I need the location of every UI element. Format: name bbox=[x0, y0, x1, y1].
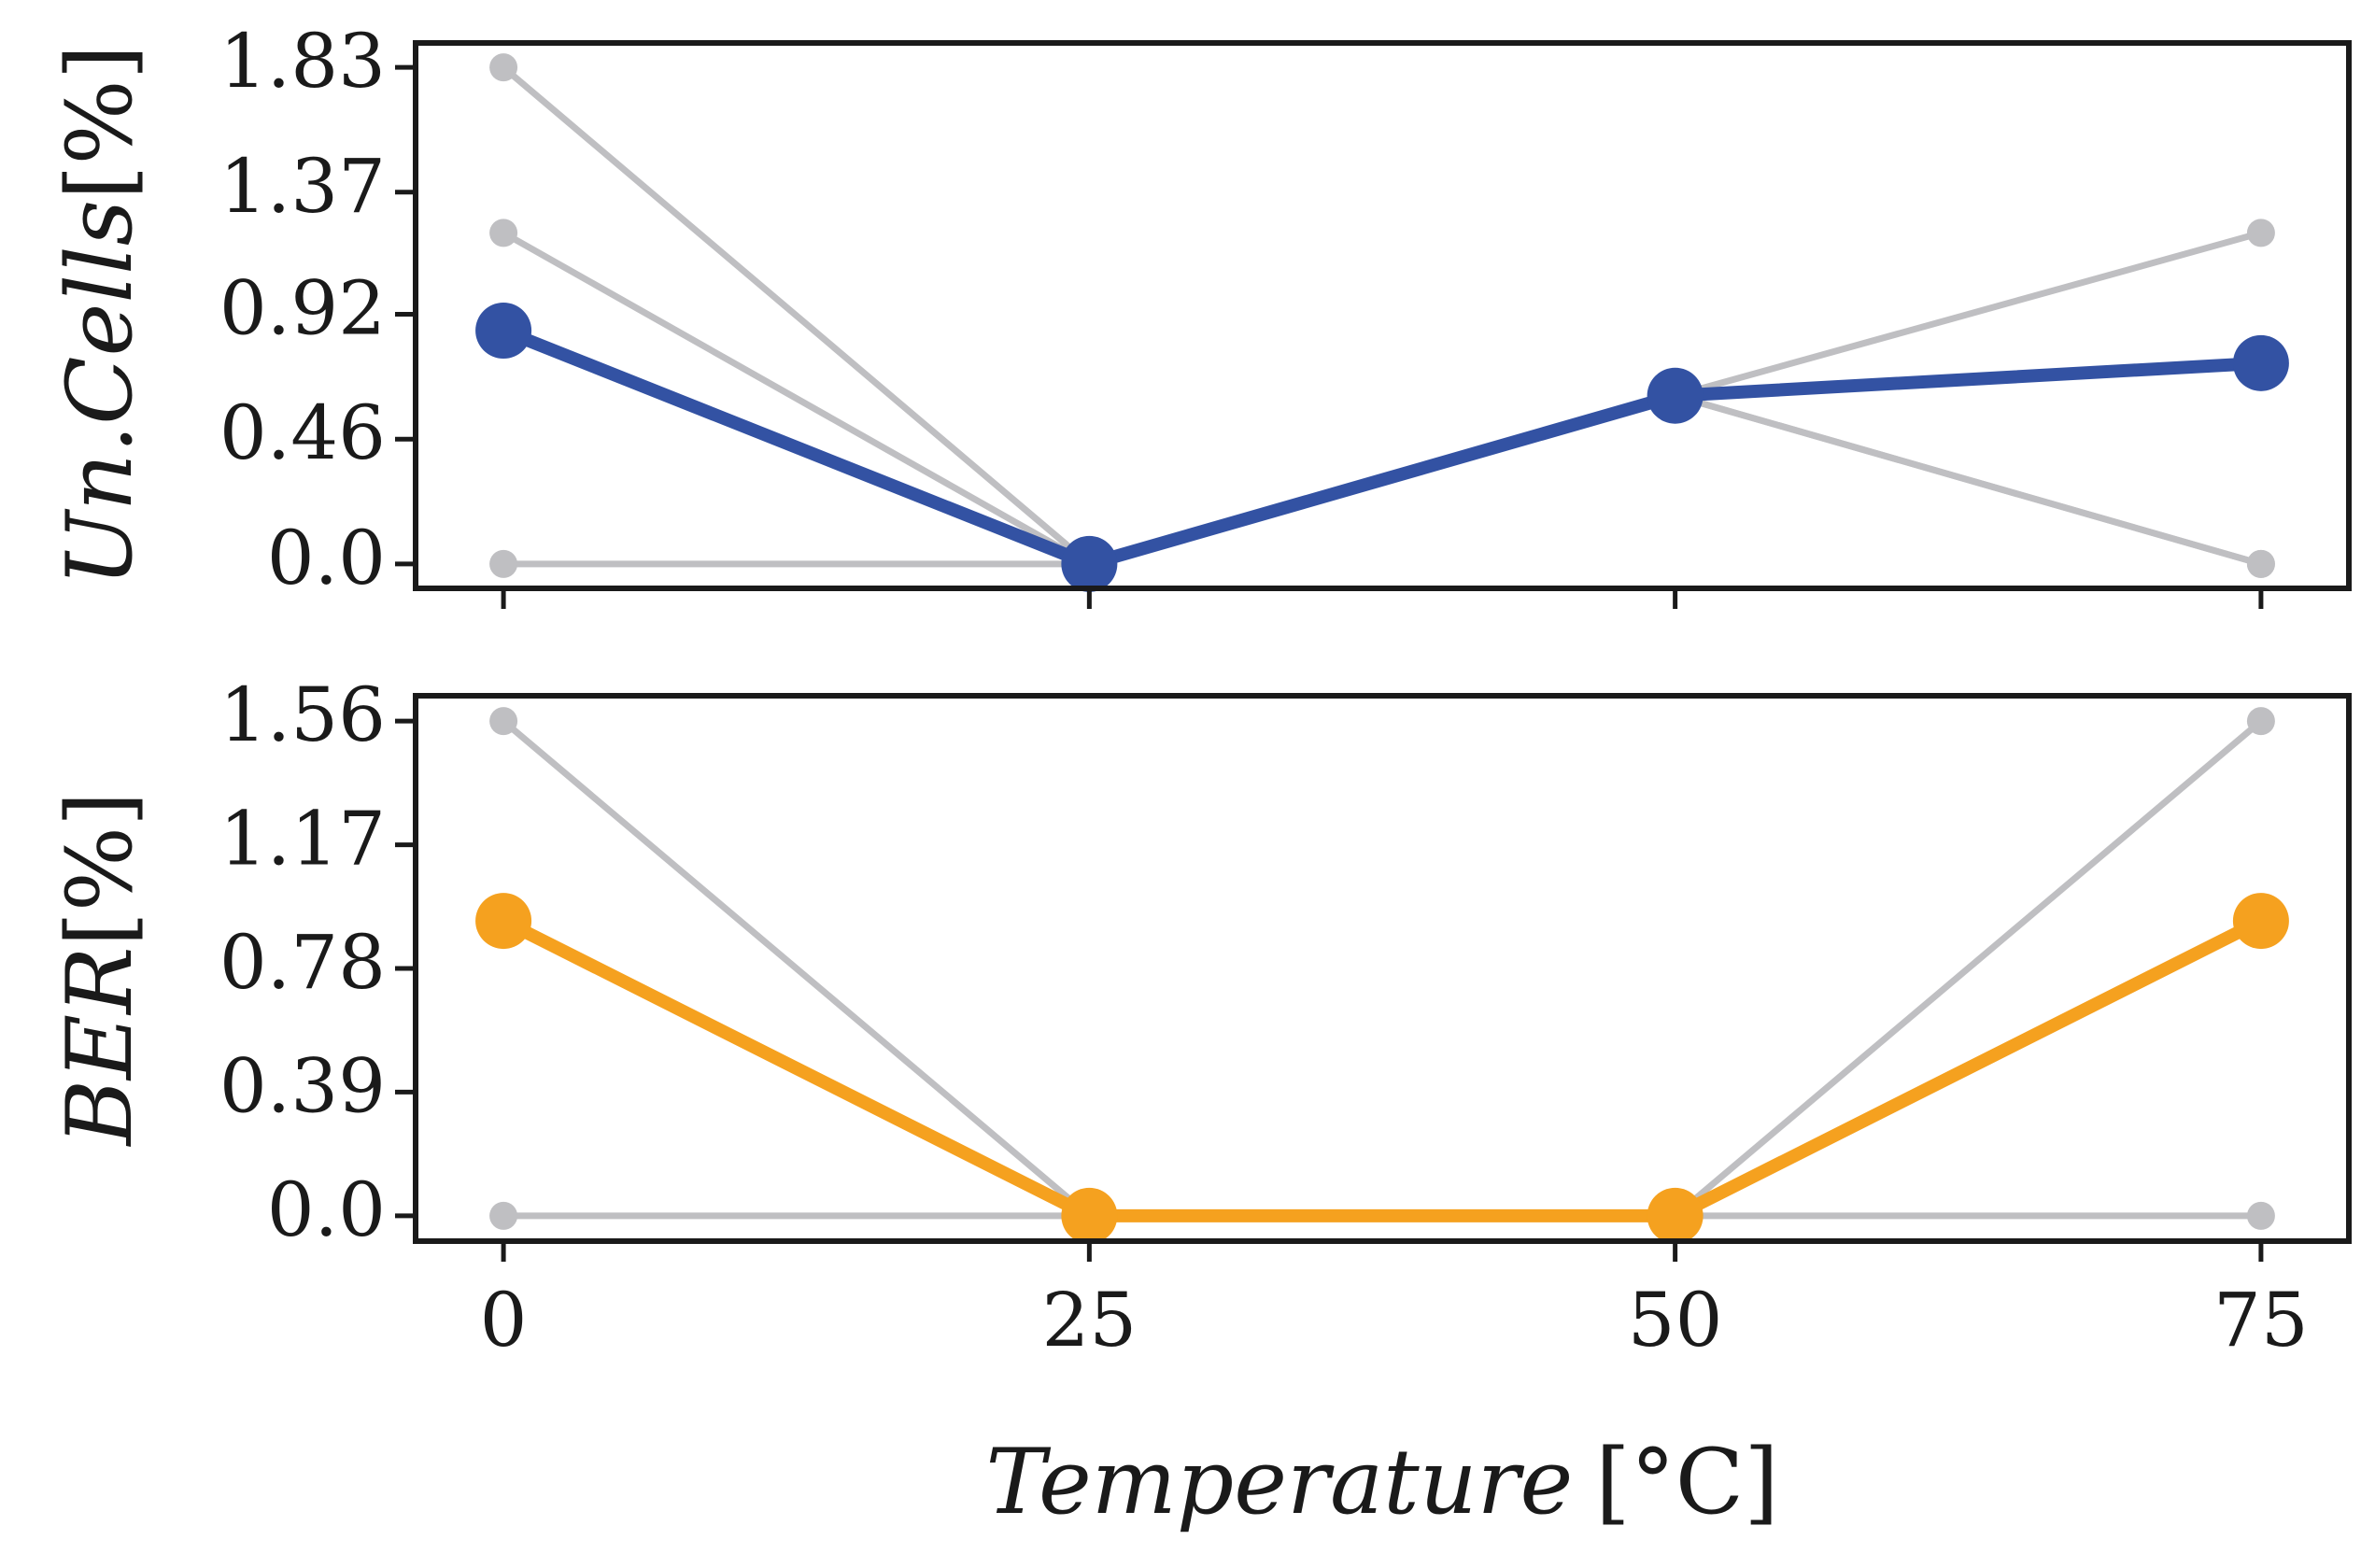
ber-x-tick-label: 0 bbox=[480, 1277, 528, 1363]
uncells-series-min-point bbox=[489, 549, 518, 578]
ber-x-tick-label: 50 bbox=[1628, 1277, 1723, 1363]
ber-series-max-line bbox=[500, 717, 2265, 1220]
uncells-y-tick-label: 1.83 bbox=[219, 18, 386, 105]
ber-y-tick-label: 0.39 bbox=[219, 1042, 386, 1129]
ber-panel: 0.0 0.39 0.78 1.17 1.56 0 25 50 75 BER[%] bbox=[48, 671, 2352, 1363]
ber-series-avg-point bbox=[2232, 893, 2289, 950]
ber-series-max-point bbox=[2246, 707, 2275, 736]
uncells-series-layer bbox=[475, 53, 2289, 592]
ber-series-min-point bbox=[2246, 1201, 2275, 1230]
uncells-x-ticks bbox=[501, 588, 2264, 609]
ber-series-min-point bbox=[489, 1201, 518, 1230]
ber-series-avg-line bbox=[497, 914, 2268, 1222]
uncells-y-tick-label: 1.37 bbox=[219, 143, 386, 230]
ber-series-avg-point bbox=[475, 893, 532, 950]
ber-series-avg-point bbox=[1061, 1187, 1118, 1244]
uncells-series-max-point bbox=[2246, 219, 2275, 247]
ber-x-tick-label: 75 bbox=[2213, 1277, 2309, 1363]
uncells-y-axis-label: Un.Cells[%] bbox=[48, 45, 152, 586]
ber-y-tick-label: 1.56 bbox=[219, 671, 386, 758]
uncells-series-avg-point bbox=[475, 302, 532, 359]
ber-y-axis-label: BER[%] bbox=[48, 791, 152, 1147]
ber-plot-frame bbox=[413, 693, 2352, 1244]
uncells-series-avg-line bbox=[497, 323, 2268, 571]
uncells-series-max-point bbox=[489, 53, 518, 82]
ber-y-tick-label: 1.17 bbox=[219, 796, 386, 883]
uncells-series-mid-line bbox=[500, 229, 2265, 568]
uncells-series-mid-point bbox=[489, 219, 518, 247]
uncells-series-avg-point bbox=[1061, 535, 1118, 592]
uncells-y-tick-label: 0.92 bbox=[219, 265, 386, 352]
ber-y-tick-label: 0.0 bbox=[267, 1166, 386, 1253]
uncells-series-avg-point bbox=[2232, 334, 2289, 391]
x-axis-label: Temperature [°C] bbox=[985, 1430, 1778, 1534]
uncells-y-tick-label: 0.0 bbox=[267, 515, 386, 601]
uncells-y-tick-label: 0.46 bbox=[219, 389, 386, 476]
uncells-y-ticks: 0.0 0.46 0.92 1.37 1.83 bbox=[219, 18, 416, 601]
ber-series-max-point bbox=[489, 707, 518, 736]
ber-series-layer bbox=[475, 707, 2289, 1244]
ber-x-tick-label: 25 bbox=[1041, 1277, 1137, 1363]
uncells-series-min-point bbox=[2246, 549, 2275, 578]
ber-series-avg-point bbox=[1647, 1187, 1704, 1244]
uncells-panel: 0.0 0.46 0.92 1.37 1.83 Un.Cells[%] bbox=[48, 18, 2352, 609]
ber-y-ticks: 0.0 0.39 0.78 1.17 1.56 bbox=[219, 671, 416, 1253]
ber-y-tick-label: 0.78 bbox=[219, 919, 386, 1006]
ber-x-ticks: 0 25 50 75 bbox=[480, 1241, 2309, 1363]
uncells-series-avg-point bbox=[1647, 367, 1704, 424]
